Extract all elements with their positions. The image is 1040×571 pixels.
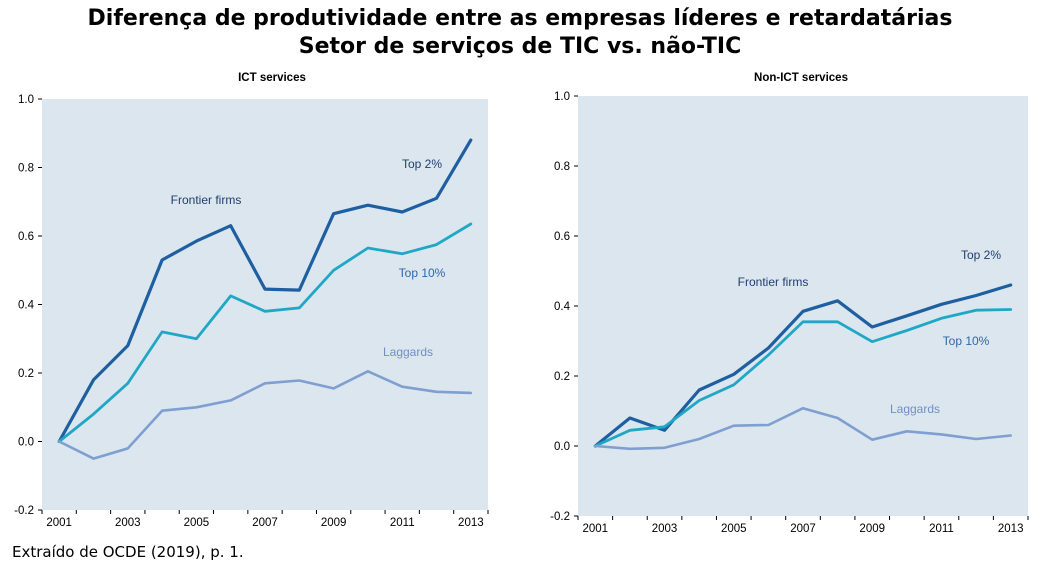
x-tick-label: 2001 xyxy=(46,517,72,529)
x-tick-label: 2001 xyxy=(583,523,609,535)
plot-area xyxy=(42,99,488,510)
y-tick-label: -0.2 xyxy=(14,505,34,517)
y-tick-label: 0.6 xyxy=(554,231,570,243)
series-line-laggards xyxy=(57,369,473,460)
x-tick-label: 2009 xyxy=(321,517,347,529)
y-tick-label: 0.8 xyxy=(18,163,34,175)
x-tick-label: 2013 xyxy=(998,523,1024,535)
y-tick-label: 0.0 xyxy=(18,437,34,449)
series-line-laggards xyxy=(593,406,1013,451)
series-line-top-10 xyxy=(57,222,473,443)
y-tick-label: 0.6 xyxy=(18,231,34,243)
panel-title: ICT services xyxy=(238,72,306,84)
y-tick-label: 0.4 xyxy=(554,301,571,313)
chart-subtitle: Setor de serviços de TIC vs. não-TIC xyxy=(298,34,742,59)
chart-title: Diferença de produtividade entre as empr… xyxy=(87,6,953,31)
panel-title: Non-ICT services xyxy=(754,72,848,84)
y-tick-label: 0.8 xyxy=(554,161,570,173)
x-tick-label: 2003 xyxy=(115,517,141,529)
series-line-top-2 xyxy=(57,138,473,444)
x-tick-label: 2013 xyxy=(458,517,484,529)
y-tick-label: 1.0 xyxy=(18,94,34,106)
x-tick-label: 2003 xyxy=(652,523,678,535)
annotation-label: Top 2% xyxy=(402,157,442,171)
x-tick-label: 2005 xyxy=(184,517,210,529)
y-tick-label: 0.2 xyxy=(18,368,34,380)
x-tick-label: 2005 xyxy=(721,523,747,535)
plot-area xyxy=(578,96,1028,516)
y-tick-label: 0.0 xyxy=(554,441,570,453)
y-tick-label: 1.0 xyxy=(554,91,570,103)
x-tick-label: 2011 xyxy=(390,517,415,529)
y-tick-label: 0.2 xyxy=(554,371,570,383)
x-tick-label: 2007 xyxy=(252,517,278,529)
annotation-label: Laggards xyxy=(383,345,433,359)
annotation-label: Frontier firms xyxy=(738,275,809,289)
annotation-label: Top 2% xyxy=(961,248,1001,262)
source-note: Extraído de OCDE (2019), p. 1. xyxy=(12,543,244,561)
annotation-label: Top 10% xyxy=(943,334,990,348)
y-tick-label: -0.2 xyxy=(550,511,570,523)
x-tick-label: 2011 xyxy=(929,523,954,535)
series-line-top-2 xyxy=(593,283,1013,448)
x-tick-label: 2009 xyxy=(859,523,885,535)
series-line-top-10 xyxy=(593,308,1013,448)
annotation-label: Laggards xyxy=(890,402,940,416)
x-tick-label: 2007 xyxy=(790,523,816,535)
annotation-label: Frontier firms xyxy=(171,193,242,207)
y-tick-label: 0.4 xyxy=(18,300,35,312)
annotation-label: Top 10% xyxy=(399,266,446,280)
